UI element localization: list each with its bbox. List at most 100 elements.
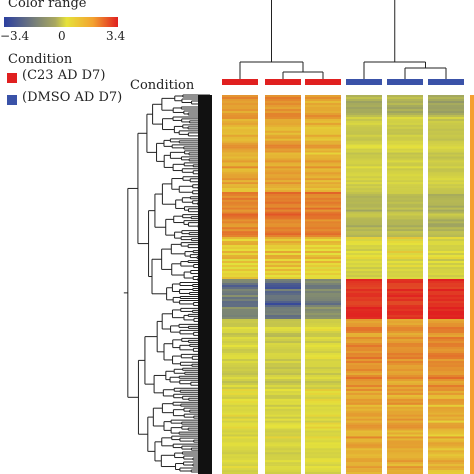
heatmap-cell <box>428 103 464 106</box>
heatmap-cell <box>428 178 464 181</box>
heatmap-cell <box>428 436 464 439</box>
heatmap-cell <box>428 410 464 414</box>
heatmap-cell <box>387 313 423 316</box>
heatmap-cell <box>387 184 423 187</box>
heatmap-cell <box>428 271 464 274</box>
heatmap-cell <box>346 180 382 183</box>
heatmap-cell <box>222 337 258 340</box>
heatmap-cell <box>387 188 423 191</box>
heatmap-cell <box>387 257 423 260</box>
heatmap-cell <box>305 460 341 463</box>
heatmap-cell <box>387 396 423 400</box>
heatmap-cell <box>265 293 301 296</box>
heatmap-cell <box>387 134 423 138</box>
heatmap-cell <box>265 319 301 322</box>
heatmap-cell <box>265 299 301 302</box>
heatmap-cell <box>265 422 301 425</box>
heatmap-cell <box>428 343 464 346</box>
heatmap-cell <box>346 450 382 453</box>
heatmap-cell <box>346 271 382 274</box>
heatmap-cell <box>428 279 464 282</box>
heatmap-cell <box>222 101 258 104</box>
heatmap-cell <box>305 164 341 167</box>
heatmap-cell <box>305 389 341 392</box>
heatmap-cell <box>305 217 341 220</box>
heatmap-cell <box>305 470 341 473</box>
heatmap-cell <box>428 203 464 206</box>
heatmap-cell <box>222 472 258 474</box>
heatmap-cell <box>387 414 423 417</box>
heatmap-cell <box>305 241 341 244</box>
heatmap-cell <box>428 132 464 136</box>
heatmap-cell <box>305 259 341 262</box>
heatmap-cell <box>265 285 301 288</box>
heatmap-cell <box>346 186 382 189</box>
heatmap-cell <box>428 176 464 179</box>
heatmap-cell <box>265 231 301 234</box>
heatmap-cell <box>387 158 423 161</box>
heatmap-cell <box>222 460 258 463</box>
heatmap-cell <box>265 381 301 384</box>
heatmap-cell <box>346 307 382 310</box>
heatmap-cell <box>305 400 341 404</box>
heatmap-cell <box>387 456 423 459</box>
heatmap-cell <box>222 233 258 236</box>
heatmap-cell <box>346 317 382 320</box>
heatmap-cell <box>265 263 301 266</box>
heatmap-cell <box>387 454 423 457</box>
heatmap-cell <box>222 158 258 161</box>
heatmap-cell <box>265 379 301 382</box>
heatmap-cell <box>387 343 423 346</box>
heatmap-cell <box>222 442 258 445</box>
heatmap-cell <box>387 446 423 449</box>
heatmap-cell <box>222 390 258 394</box>
heatmap-cell <box>222 365 258 368</box>
heatmap-cell <box>265 458 301 461</box>
heatmap-cell <box>387 150 423 153</box>
heatmap-cell <box>346 229 382 232</box>
heatmap-cell <box>387 297 423 300</box>
heatmap-cell <box>346 301 382 304</box>
heatmap-cell <box>428 152 464 155</box>
heatmap-cell <box>305 144 341 147</box>
heatmap-cell <box>346 182 382 185</box>
heatmap-cell <box>222 257 258 260</box>
heatmap-cell <box>305 132 341 136</box>
heatmap-cell <box>346 448 382 451</box>
heatmap-cell <box>428 305 464 308</box>
heatmap-cell <box>265 297 301 300</box>
heatmap-cell <box>222 412 258 415</box>
heatmap-cell <box>387 164 423 167</box>
heatmap-cell <box>346 193 382 197</box>
heatmap-cell <box>387 327 423 330</box>
heatmap-cell <box>346 335 382 338</box>
heatmap-cell <box>346 251 382 254</box>
heatmap-cell <box>387 223 423 226</box>
heatmap-cell <box>428 456 464 459</box>
heatmap-cell <box>346 237 382 240</box>
heatmap-cell <box>305 134 341 138</box>
heatmap-cell <box>222 444 258 447</box>
heatmap-cell <box>305 219 341 222</box>
heatmap-cell <box>222 446 258 449</box>
heatmap-cell <box>428 217 464 220</box>
heatmap-cell <box>305 321 341 324</box>
heatmap-cell <box>387 464 423 467</box>
heatmap-cell <box>305 205 341 208</box>
heatmap-cell <box>265 201 301 205</box>
heatmap-cell <box>222 331 258 334</box>
heatmap-cell <box>428 95 464 98</box>
heatmap-cell <box>346 99 382 102</box>
heatmap-cell <box>346 257 382 260</box>
heatmap-cell <box>387 389 423 392</box>
heatmap-cell <box>346 361 382 364</box>
heatmap-cell <box>428 193 464 197</box>
heatmap-cell <box>305 438 341 441</box>
heatmap-cell <box>428 209 464 212</box>
heatmap-cell <box>428 345 464 348</box>
heatmap-cell <box>222 162 258 165</box>
heatmap-cell <box>428 331 464 334</box>
heatmap-cell <box>222 301 258 304</box>
heatmap-cell <box>265 195 301 199</box>
heatmap-cell <box>305 381 341 384</box>
